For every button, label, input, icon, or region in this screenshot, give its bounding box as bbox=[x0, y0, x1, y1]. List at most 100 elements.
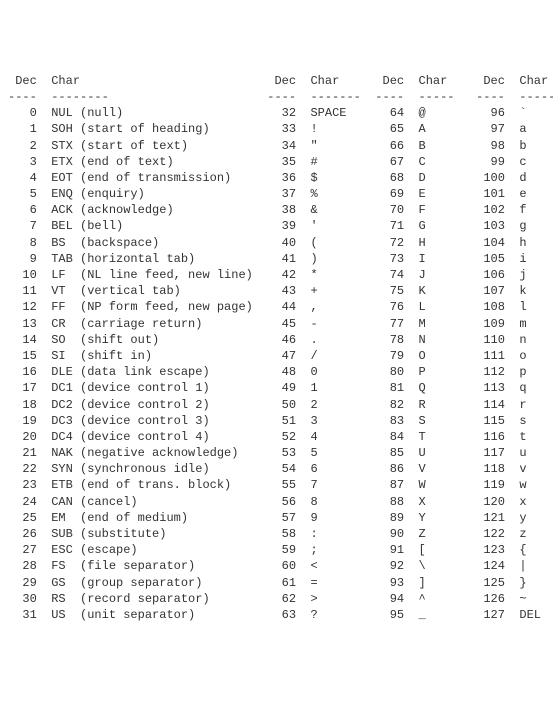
block-gap bbox=[253, 219, 267, 233]
block-gap bbox=[361, 478, 375, 492]
cell-dec: 18 bbox=[8, 397, 37, 413]
block-gap bbox=[253, 365, 267, 379]
cell-char: 0 bbox=[310, 364, 360, 380]
cell-char: G bbox=[419, 218, 455, 234]
cell-dec: 17 bbox=[8, 380, 37, 396]
cell-dec: 103 bbox=[469, 218, 505, 234]
cell-char: [ bbox=[419, 542, 455, 558]
cell-char: ETX (end of text) bbox=[51, 154, 253, 170]
table-row: 30 RS (record separator) 62 > 94 ^ 126 ~ bbox=[8, 591, 545, 607]
cell-char: DC3 (device control 3) bbox=[51, 413, 253, 429]
col-gap bbox=[404, 187, 418, 201]
cell-char: v bbox=[519, 461, 553, 477]
col-gap bbox=[404, 317, 418, 331]
cell-dec: 76 bbox=[375, 299, 404, 315]
cell-char: US (unit separator) bbox=[51, 607, 253, 623]
table-row: 3 ETX (end of text) 35 # 67 C 99 c bbox=[8, 154, 545, 170]
block-gap bbox=[361, 446, 375, 460]
block-gap bbox=[455, 284, 469, 298]
block-gap bbox=[253, 478, 267, 492]
col-gap bbox=[505, 527, 519, 541]
col-gap bbox=[296, 446, 310, 460]
cell-dec: 22 bbox=[8, 461, 37, 477]
cell-char: a bbox=[519, 121, 553, 137]
cell-char: h bbox=[519, 235, 553, 251]
cell-dec: 30 bbox=[8, 591, 37, 607]
col-gap bbox=[505, 300, 519, 314]
cell-char: 8 bbox=[310, 494, 360, 510]
table-row: 6 ACK (acknowledge) 38 & 70 F 102 f bbox=[8, 202, 545, 218]
block-gap bbox=[361, 284, 375, 298]
header-dec: Dec bbox=[469, 73, 505, 89]
cell-dec: 35 bbox=[267, 154, 296, 170]
block-gap bbox=[253, 268, 267, 282]
col-gap bbox=[296, 171, 310, 185]
cell-dec: 27 bbox=[8, 542, 37, 558]
cell-dec: 51 bbox=[267, 413, 296, 429]
cell-char: > bbox=[310, 591, 360, 607]
col-gap bbox=[37, 317, 51, 331]
cell-char: z bbox=[519, 526, 553, 542]
cell-dec: 102 bbox=[469, 202, 505, 218]
cell-char: A bbox=[419, 121, 455, 137]
col-gap bbox=[37, 252, 51, 266]
col-gap bbox=[296, 543, 310, 557]
cell-dec: 101 bbox=[469, 186, 505, 202]
col-gap bbox=[37, 284, 51, 298]
block-gap bbox=[361, 171, 375, 185]
cell-char: P bbox=[419, 364, 455, 380]
cell-char: k bbox=[519, 283, 553, 299]
cell-dec: 53 bbox=[267, 445, 296, 461]
cell-dec: 92 bbox=[375, 558, 404, 574]
cell-dec: 6 bbox=[8, 202, 37, 218]
block-gap bbox=[455, 155, 469, 169]
block-gap bbox=[455, 576, 469, 590]
cell-dec: 69 bbox=[375, 186, 404, 202]
block-gap bbox=[253, 252, 267, 266]
cell-dec: 97 bbox=[469, 121, 505, 137]
block-gap bbox=[455, 139, 469, 153]
block-gap bbox=[455, 446, 469, 460]
cell-char: - bbox=[310, 316, 360, 332]
cell-dec: 88 bbox=[375, 494, 404, 510]
cell-char: GS (group separator) bbox=[51, 575, 253, 591]
cell-char: DC2 (device control 2) bbox=[51, 397, 253, 413]
col-gap bbox=[296, 576, 310, 590]
col-gap bbox=[37, 576, 51, 590]
cell-char: | bbox=[519, 558, 553, 574]
cell-dec: 39 bbox=[267, 218, 296, 234]
header-char: Char bbox=[519, 73, 553, 89]
col-gap bbox=[296, 187, 310, 201]
cell-dec: 105 bbox=[469, 251, 505, 267]
block-gap bbox=[455, 268, 469, 282]
block-gap bbox=[253, 74, 267, 88]
col-gap bbox=[37, 446, 51, 460]
col-gap bbox=[37, 559, 51, 573]
cell-dec: 31 bbox=[8, 607, 37, 623]
col-gap bbox=[505, 592, 519, 606]
block-gap bbox=[455, 365, 469, 379]
block-gap bbox=[253, 576, 267, 590]
col-gap bbox=[404, 139, 418, 153]
cell-char: ENQ (enquiry) bbox=[51, 186, 253, 202]
cell-dec: 47 bbox=[267, 348, 296, 364]
cell-char: b bbox=[519, 138, 553, 154]
table-row: 5 ENQ (enquiry) 37 % 69 E 101 e bbox=[8, 186, 545, 202]
cell-dec: 44 bbox=[267, 299, 296, 315]
cell-dec: 111 bbox=[469, 348, 505, 364]
col-gap bbox=[404, 527, 418, 541]
cell-dec: 115 bbox=[469, 413, 505, 429]
cell-dec: 80 bbox=[375, 364, 404, 380]
block-gap bbox=[253, 187, 267, 201]
col-gap bbox=[505, 106, 519, 120]
block-gap bbox=[361, 300, 375, 314]
cell-char: BEL (bell) bbox=[51, 218, 253, 234]
block-gap bbox=[253, 543, 267, 557]
cell-dec: 1 bbox=[8, 121, 37, 137]
table-row: 26 SUB (substitute) 58 : 90 Z 122 z bbox=[8, 526, 545, 542]
cell-char: VT (vertical tab) bbox=[51, 283, 253, 299]
cell-dec: 68 bbox=[375, 170, 404, 186]
col-gap bbox=[296, 155, 310, 169]
cell-dec: 91 bbox=[375, 542, 404, 558]
col-gap bbox=[296, 106, 310, 120]
